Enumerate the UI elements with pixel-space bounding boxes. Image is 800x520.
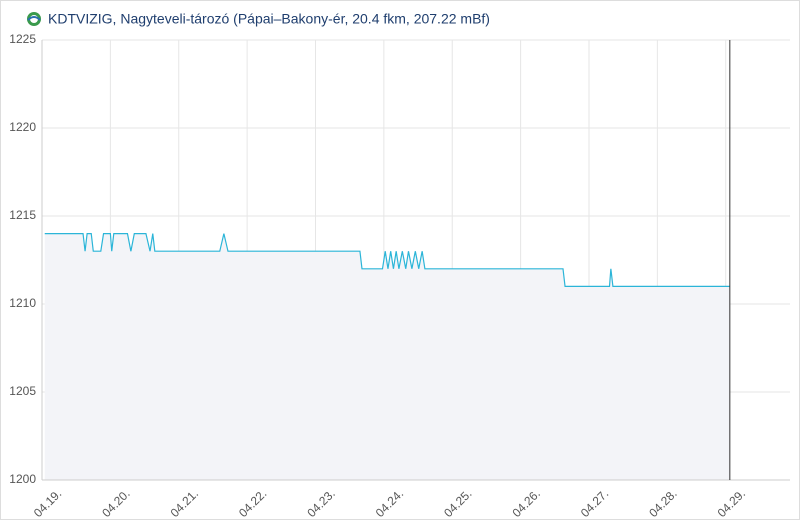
logo (27, 12, 41, 26)
y-tick-label: 1225 (9, 32, 36, 46)
y-tick-label: 1220 (9, 120, 36, 134)
y-tick-label: 1215 (9, 208, 36, 222)
y-tick-label: 1200 (9, 472, 36, 486)
y-tick-label: 1210 (9, 296, 36, 310)
chart-title: KDTVIZIG, Nagyteveli-tározó (Pápai–Bakon… (48, 11, 490, 27)
area (44, 233, 730, 480)
series-line (44, 233, 730, 287)
y-tick-label: 1205 (9, 384, 36, 398)
